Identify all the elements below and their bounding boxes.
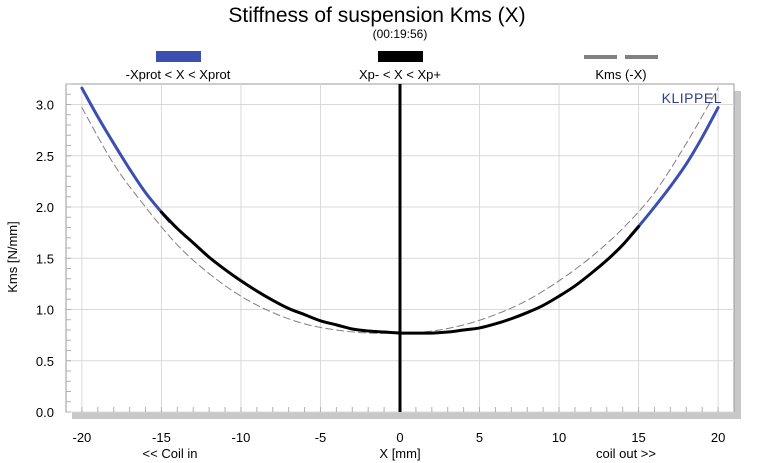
x-tick-label: 20 bbox=[711, 430, 725, 445]
x-tick-label: 0 bbox=[396, 430, 403, 445]
x-axis-label: X [mm] bbox=[379, 446, 420, 461]
y-tick-labels: 0.0 0.5 1.0 1.5 2.0 2.5 3.0 bbox=[36, 98, 54, 421]
legend-label: -Xprot < X < Xprot bbox=[126, 67, 231, 82]
minor-ticks bbox=[66, 83, 719, 413]
series-layer bbox=[80, 84, 720, 412]
legend-swatch bbox=[156, 51, 201, 62]
y-axis-label: Kms [N/mm] bbox=[5, 221, 20, 293]
legend-label: Kms (-X) bbox=[595, 67, 646, 82]
chart-subtitle: (00:19:56) bbox=[373, 27, 428, 41]
x-tick-label: -5 bbox=[315, 430, 327, 445]
x-annotation-left: << Coil in bbox=[143, 446, 198, 461]
legend-swatch bbox=[378, 51, 423, 62]
legend: -Xprot < X < Xprot Xp- < X < Xp+ Kms (-X) bbox=[126, 51, 658, 82]
y-tick-label: 2.5 bbox=[36, 149, 54, 164]
x-tick-label: 5 bbox=[476, 430, 483, 445]
x-tick-label: 15 bbox=[631, 430, 645, 445]
brand-label: KLIPPEL bbox=[662, 90, 722, 106]
y-tick-label: 0.0 bbox=[36, 405, 54, 420]
y-tick-label: 0.5 bbox=[36, 354, 54, 369]
x-tick-labels: -20 -15 -10 -5 0 5 10 15 20 bbox=[73, 430, 726, 445]
y-tick-label: 1.0 bbox=[36, 303, 54, 318]
x-tick-label: 10 bbox=[552, 430, 566, 445]
chart-title: Stiffness of suspension Kms (X) bbox=[228, 4, 525, 27]
series-line bbox=[81, 87, 719, 334]
legend-label: Xp- < X < Xp+ bbox=[359, 67, 441, 82]
x-tick-label: -10 bbox=[232, 430, 251, 445]
x-tick-label: -20 bbox=[73, 430, 92, 445]
x-annotation-right: coil out >> bbox=[596, 446, 656, 461]
x-tick-label: -15 bbox=[152, 430, 171, 445]
y-tick-label: 1.5 bbox=[36, 251, 54, 266]
y-tick-label: 2.0 bbox=[36, 200, 54, 215]
y-tick-label: 3.0 bbox=[36, 98, 54, 113]
